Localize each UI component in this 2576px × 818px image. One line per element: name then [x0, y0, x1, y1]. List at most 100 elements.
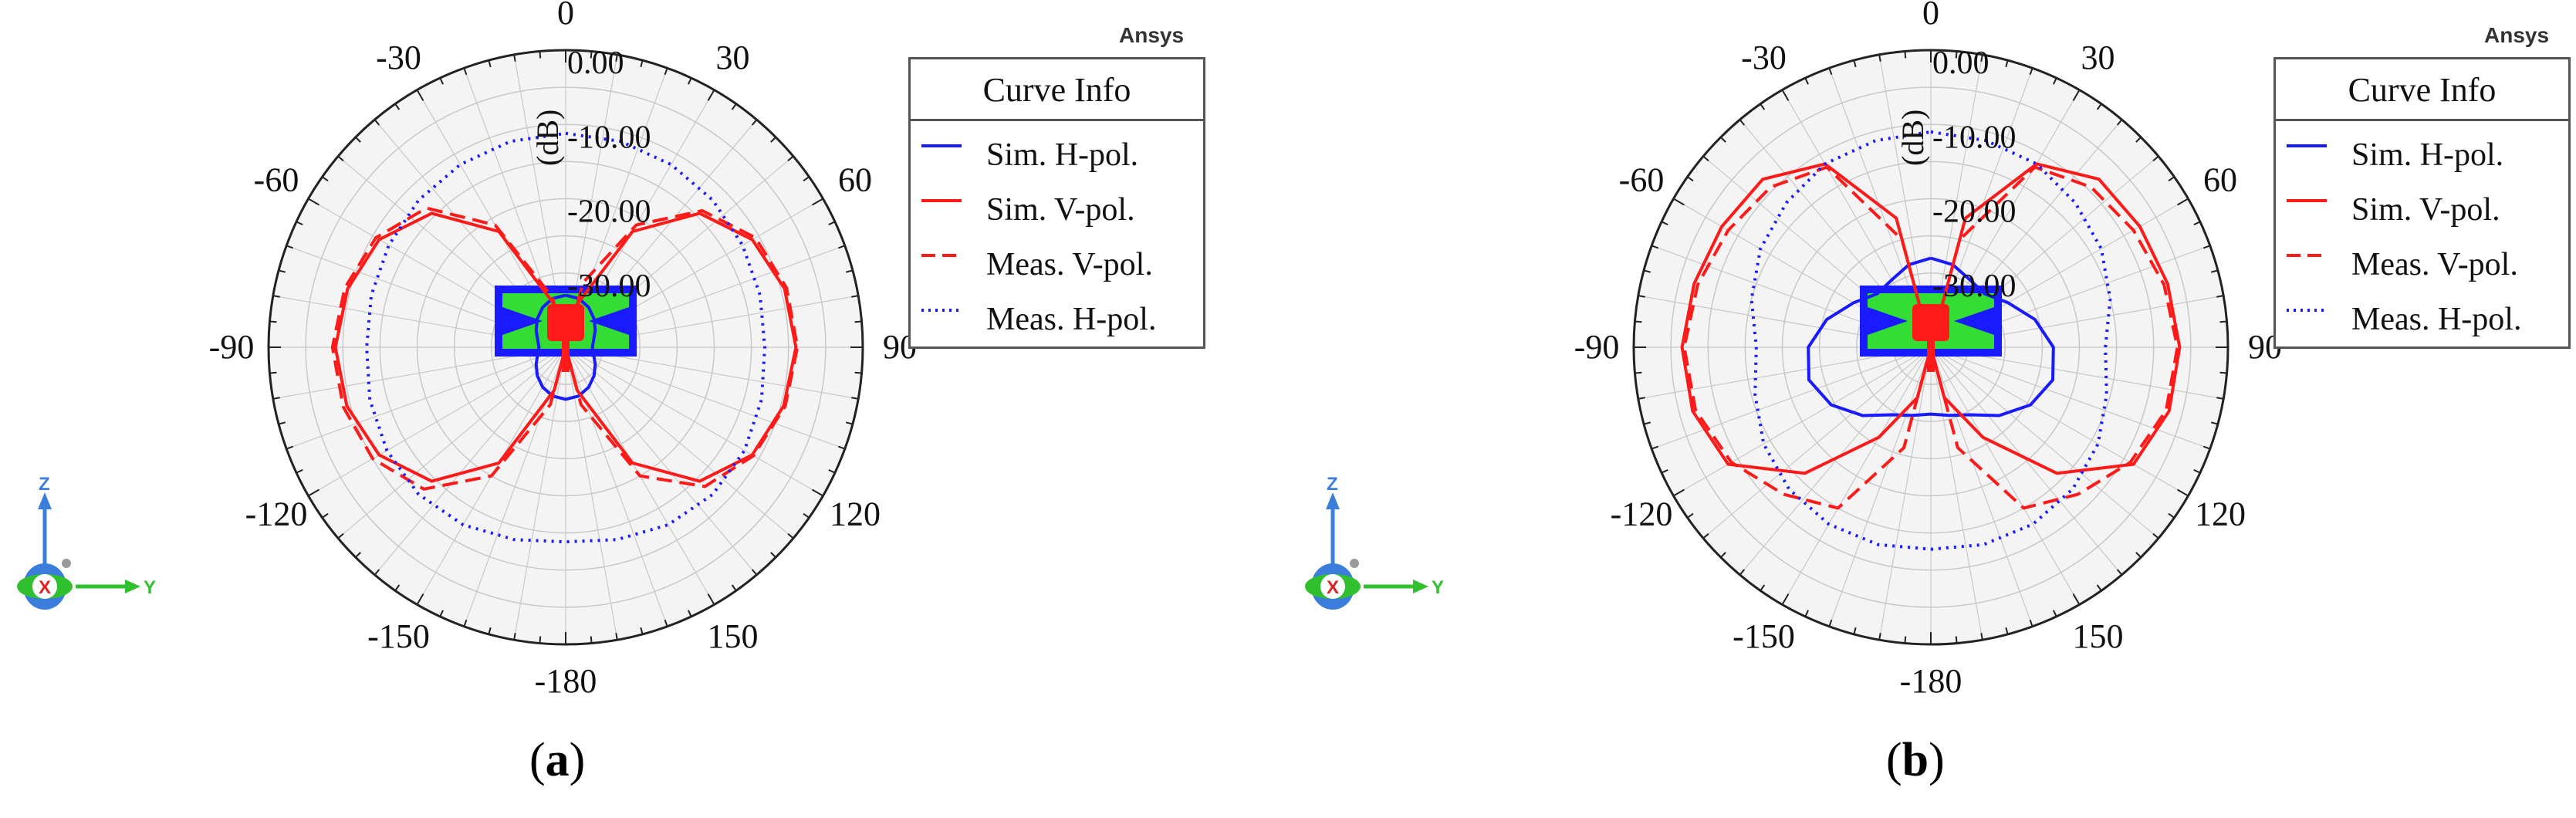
- y-arrowhead: [125, 580, 140, 593]
- angle-tick-mark: [1720, 137, 1726, 143]
- angle-tick-label: 150: [708, 617, 759, 655]
- angle-tick-mark: [394, 103, 401, 110]
- antenna-notch: [1954, 307, 1994, 335]
- caption-b: (b): [1886, 734, 1945, 786]
- angle-tick-mark: [828, 221, 836, 226]
- axis-origin-dot: [62, 559, 71, 568]
- angle-tick-mark: [2005, 627, 2009, 635]
- angle-tick-mark: [851, 397, 859, 400]
- grid-spoke: [1828, 346, 1932, 627]
- angle-tick-mark: [828, 468, 836, 474]
- r-tick-label: 0.00: [567, 46, 624, 81]
- z-axis-label: Z: [39, 474, 50, 495]
- legend-item-sim-h: Sim. H-pol.: [2276, 129, 2568, 183]
- angle-tick-mark: [1673, 488, 1685, 497]
- unit-label: (dB): [530, 110, 565, 166]
- angle-tick-label: 120: [2195, 495, 2246, 533]
- meas-h-swatch: [2287, 309, 2327, 312]
- meas-v-swatch: [2287, 254, 2327, 257]
- legend-label: Meas. H-pol.: [986, 302, 1157, 337]
- angle-tick-label: 60: [838, 161, 872, 199]
- angle-tick-mark: [2168, 176, 2175, 182]
- angle-tick-mark: [513, 54, 516, 62]
- angle-tick-label: -150: [367, 617, 430, 655]
- angle-tick-mark: [2052, 610, 2057, 617]
- angle-tick-mark: [731, 584, 737, 591]
- angle-tick-mark: [640, 59, 644, 68]
- grid-spoke: [286, 346, 566, 450]
- grid-spoke: [1781, 346, 1932, 605]
- grid-spoke: [1930, 346, 2189, 497]
- angle-tick-mark: [1955, 636, 1958, 644]
- angle-tick-mark: [845, 421, 854, 425]
- y-axis-label: Y: [144, 577, 156, 598]
- angle-tick-mark: [837, 445, 846, 450]
- angle-tick-mark: [2135, 552, 2142, 558]
- axis-origin-center: [32, 574, 57, 599]
- angle-tick-mark: [463, 67, 468, 76]
- angle-tick-mark: [1878, 633, 1881, 641]
- series-line-meas-h-pol: [1749, 130, 2112, 551]
- angle-tick-mark: [2202, 245, 2211, 249]
- sim-v-swatch: [921, 199, 962, 202]
- angle-tick-mark: [812, 198, 823, 206]
- angle-tick-mark: [845, 269, 854, 273]
- angle-tick-label: 30: [716, 39, 750, 76]
- r-tick-label: -20.00: [1932, 194, 2017, 230]
- angle-tick-mark: [787, 155, 794, 162]
- angle-tick-mark: [854, 320, 862, 323]
- angle-tick-mark: [394, 584, 401, 591]
- angle-tick-mark: [1643, 269, 1651, 273]
- angle-tick-mark: [1955, 51, 1958, 59]
- angle-tick-mark: [1687, 176, 1694, 182]
- angle-tick-mark: [1651, 445, 1659, 450]
- angle-tick-mark: [355, 552, 361, 558]
- grid-spoke: [565, 346, 845, 450]
- angle-tick-mark: [296, 221, 303, 226]
- angle-tick-mark: [731, 103, 737, 110]
- legend-label: Sim. V-pol.: [2351, 192, 2500, 228]
- angle-tick-mark: [803, 512, 810, 519]
- legend-title: Curve Info: [911, 59, 1203, 121]
- angle-tick-mark: [664, 67, 668, 76]
- angle-tick-label: 0: [1922, 0, 1939, 32]
- legend-label: Meas. V-pol.: [2351, 247, 2518, 282]
- axis-orientation-widget: Z X Y: [1305, 474, 1444, 610]
- angle-tick-mark: [590, 636, 593, 644]
- angle-tick-mark: [488, 59, 492, 68]
- angle-tick-mark: [590, 51, 593, 59]
- angle-tick-label: -60: [254, 161, 299, 199]
- panel-b: 0.00 -10.00 -20.00 -30.00 (dB) 0 30 60 90 120 150-…: [1288, 0, 2576, 818]
- angle-tick-label: -180: [1900, 662, 1962, 700]
- ansys-brand: Ansys: [2484, 23, 2550, 47]
- angle-tick-mark: [355, 137, 361, 143]
- angle-tick-mark: [664, 619, 668, 627]
- sim-v-swatch: [2287, 199, 2327, 202]
- angle-tick-mark: [1661, 221, 1668, 226]
- angle-tick-mark: [687, 77, 692, 85]
- angle-tick-label: 30: [2081, 39, 2115, 76]
- angle-tick-mark: [278, 421, 286, 425]
- grid-spoke: [565, 346, 794, 539]
- meas-h-swatch: [921, 309, 962, 312]
- angle-tick-mark: [1980, 54, 1983, 62]
- angle-tick-mark: [2193, 468, 2201, 474]
- angle-tick-mark: [2029, 67, 2033, 76]
- angle-tick-mark: [2072, 90, 2081, 101]
- angle-tick-mark: [539, 636, 542, 644]
- angle-tick-mark: [837, 245, 846, 249]
- angle-tick-mark: [787, 532, 794, 539]
- angle-tick-mark: [2072, 593, 2081, 605]
- angle-tick-mark: [1980, 633, 1983, 641]
- grid-spoke: [1930, 346, 1983, 641]
- legend-label: Meas. V-pol.: [986, 247, 1153, 282]
- angle-tick-mark: [615, 633, 618, 641]
- angle-tick-label: -30: [1741, 39, 1787, 76]
- angle-tick-mark: [2193, 221, 2201, 226]
- angle-tick-label: 120: [830, 495, 881, 533]
- angle-tick-mark: [1853, 59, 1857, 68]
- angle-tick-mark: [1635, 371, 1642, 374]
- grid-spoke: [308, 346, 566, 497]
- angle-tick-label: -150: [1733, 617, 1795, 655]
- angle-tick-mark: [2116, 119, 2123, 126]
